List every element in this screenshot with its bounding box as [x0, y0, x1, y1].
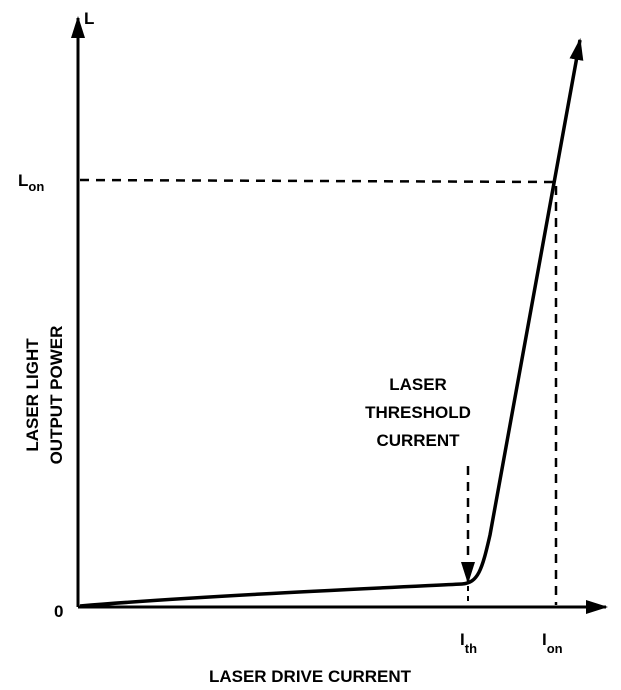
threshold-line: LASER — [389, 375, 447, 394]
l-on-label: Lon — [18, 171, 44, 194]
y-label-line: LASER LIGHT — [23, 338, 42, 452]
i-on-label: Ion — [542, 630, 563, 656]
li-curve — [79, 38, 584, 608]
y-axis-label: LASER LIGHT OUTPUT POWER — [23, 326, 66, 465]
origin-label: 0 — [54, 602, 63, 621]
x-axis-label: LASER DRIVE CURRENT — [209, 667, 412, 686]
threshold-line: THRESHOLD — [365, 403, 471, 422]
threshold-line: CURRENT — [376, 431, 460, 450]
y-symbol: L — [84, 9, 94, 28]
l-on-guide — [79, 178, 556, 184]
y-label-line: OUTPUT POWER — [47, 326, 66, 465]
i-th-label: Ith — [460, 630, 477, 656]
